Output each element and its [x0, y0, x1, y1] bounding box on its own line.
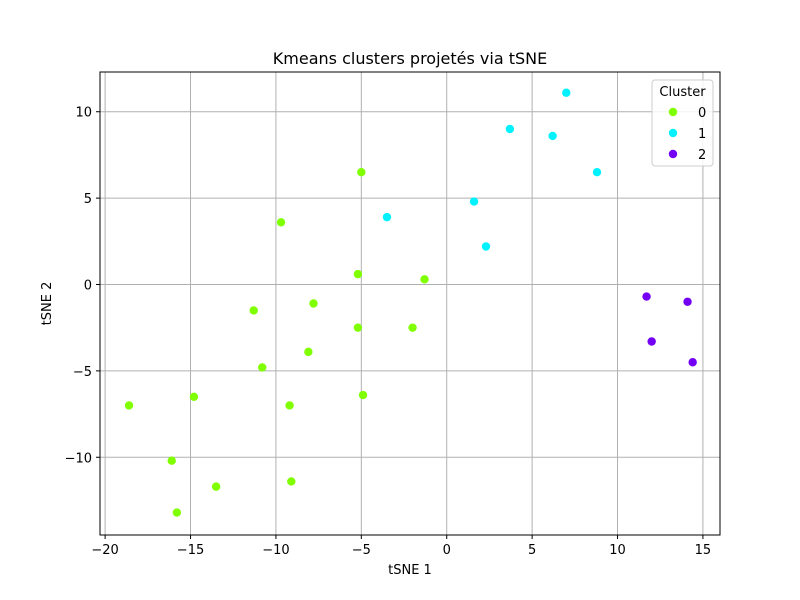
x-tick-label: 0 — [443, 543, 451, 558]
cluster-0-point — [408, 323, 417, 332]
cluster-1-point — [592, 168, 602, 177]
legend: Cluster 0 1 2 — [651, 79, 714, 167]
cluster-0-point — [249, 306, 258, 315]
cluster-0-point — [309, 299, 318, 308]
legend-marker-2 — [668, 149, 678, 159]
plot-frame — [99, 71, 721, 536]
cluster-0-point — [353, 323, 363, 332]
legend-box — [651, 79, 714, 167]
x-tick-label: −5 — [352, 543, 371, 558]
cluster-0-point — [357, 168, 366, 177]
cluster-0-point — [353, 269, 363, 279]
legend-entry-1: 1 — [698, 127, 706, 142]
y-tick-label: 0 — [84, 278, 92, 293]
cluster-0-point — [258, 363, 267, 372]
cluster-0-point — [304, 347, 313, 357]
legend-title: Cluster — [659, 85, 706, 100]
x-tick-label: −15 — [177, 543, 204, 558]
cluster-0-point — [172, 508, 182, 517]
x-tick-label: −20 — [91, 543, 118, 558]
data-points — [124, 88, 697, 517]
cluster-0-point — [211, 482, 221, 491]
y-axis-label: tSNE 2 — [40, 282, 55, 326]
chart-title: Kmeans clusters projetés via tSNE — [273, 49, 547, 68]
cluster-0-point — [420, 275, 429, 284]
x-tick-label: −10 — [262, 543, 289, 558]
y-tick-label: −5 — [73, 365, 92, 380]
cluster-1-point — [382, 212, 392, 222]
y-tick-label: −10 — [65, 451, 92, 466]
legend-entry-2: 2 — [698, 148, 706, 163]
cluster-1-point — [548, 131, 557, 141]
cluster-1-point — [469, 197, 479, 206]
plot-area — [100, 72, 720, 535]
cluster-0-point — [358, 390, 368, 400]
x-tick-label: 10 — [609, 543, 626, 558]
y-tick-label: 10 — [75, 106, 92, 121]
x-tick-label: 15 — [695, 543, 712, 558]
grid — [100, 72, 720, 535]
cluster-0-point — [287, 477, 296, 486]
x-axis-label: tSNE 1 — [388, 563, 432, 578]
cluster-2-point — [683, 297, 692, 306]
cluster-2-point — [647, 337, 656, 346]
y-tick-label: 5 — [84, 192, 92, 207]
cluster-0-point — [167, 456, 176, 465]
cluster-1-point — [481, 242, 491, 251]
cluster-2-point — [688, 358, 697, 367]
cluster-0-point — [124, 401, 134, 410]
cluster-2-point — [642, 292, 651, 301]
cluster-1-point — [505, 124, 515, 134]
legend-marker-0 — [668, 107, 678, 117]
cluster-0-point — [285, 401, 294, 410]
cluster-0-point — [276, 218, 286, 227]
cluster-0-point — [189, 392, 199, 401]
x-tick-label: 5 — [528, 543, 536, 558]
legend-marker-1 — [668, 128, 678, 138]
cluster-1-point — [562, 88, 571, 97]
legend-entry-0: 0 — [698, 106, 706, 121]
